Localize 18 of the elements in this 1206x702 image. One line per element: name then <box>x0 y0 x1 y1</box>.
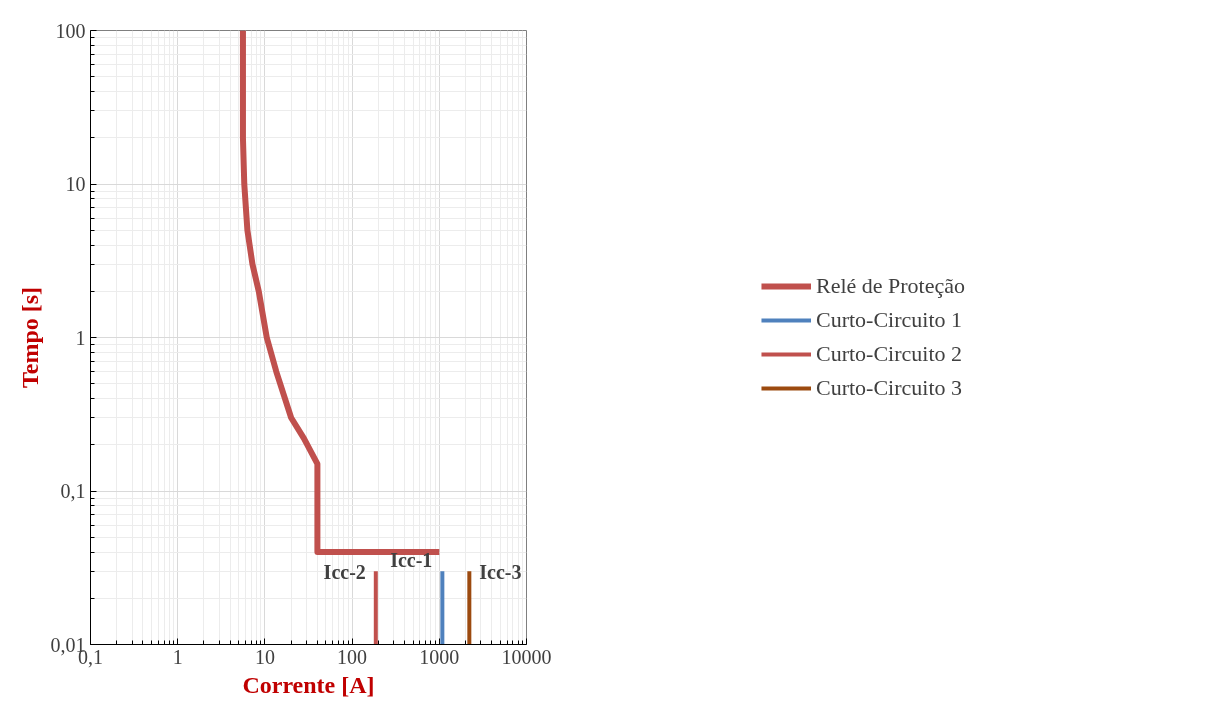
legend-label: Relé de Proteção <box>815 273 966 299</box>
y-axis-title: Tempo [s] <box>16 286 43 389</box>
x-tick-label: 10 <box>254 645 275 668</box>
annotation: Icc-1 <box>390 549 433 572</box>
y-tick-label: 1 <box>75 326 86 349</box>
x-tick-label: 100 <box>337 645 368 668</box>
y-tick-label: 0,1 <box>60 480 86 502</box>
y-tick-label: 100 <box>55 19 86 42</box>
legend-label: Curto-Circuito 2 <box>815 341 963 367</box>
x-tick-label: 1000 <box>419 645 460 668</box>
legend-label: Curto-Circuito 3 <box>815 375 963 401</box>
x-axis-title: Corrente [A] <box>242 671 375 698</box>
annotation: Icc-3 <box>479 561 522 584</box>
annotation: Icc-2 <box>323 561 366 584</box>
x-tick-label: 10000 <box>501 645 552 668</box>
x-tick-label: 1 <box>172 645 183 668</box>
legend-label: Curto-Circuito 1 <box>815 307 963 333</box>
y-tick-label: 10 <box>65 173 86 195</box>
